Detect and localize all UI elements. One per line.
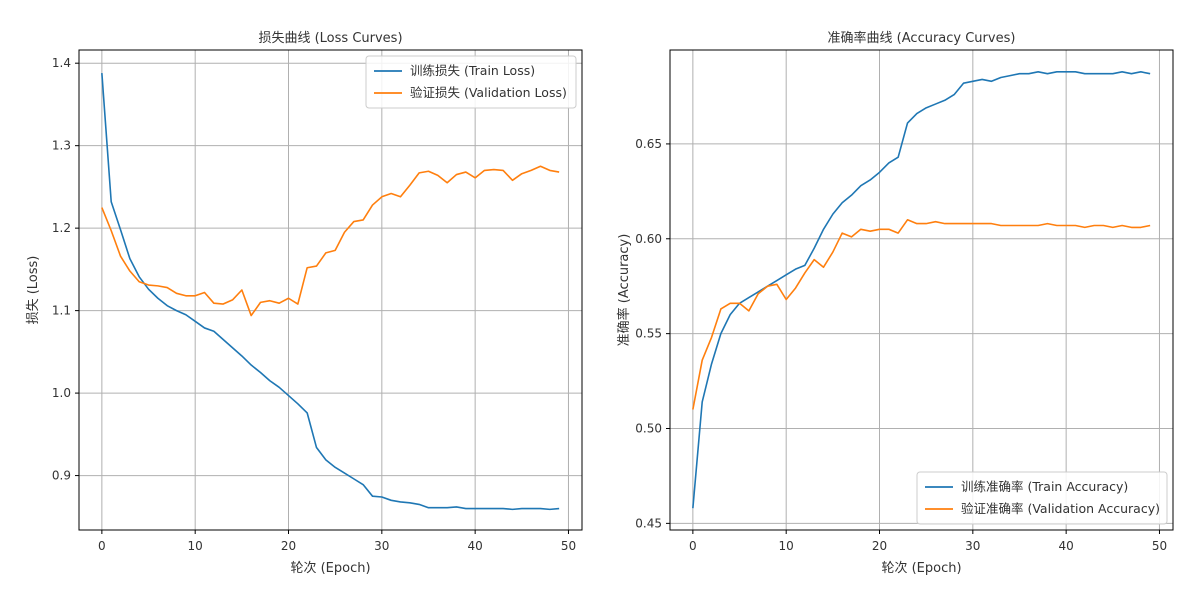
accuracy-x-tick-label: 20: [872, 539, 887, 553]
accuracy-curves-panel: 0 10 20 30 40 50 0.45 0.50 0.55 0.60 0.65 准确率曲线 (A…: [616, 30, 1174, 576]
loss-legend-box: [365, 55, 577, 109]
loss-legend-label-train: 训练损失 (Train Loss): [410, 63, 535, 78]
loss-curves-panel: 0 10 20 30 40 50 0.9 1.0 1.1 1.2 1.3 1.4 损失曲线 (Loss…: [26, 31, 583, 576]
accuracy-series: [692, 71, 1151, 509]
loss-series-line-validation: [101, 165, 560, 317]
accuracy-grid: [670, 50, 1173, 530]
accuracy-x-tick-label: 50: [1152, 539, 1167, 553]
accuracy-plot-frame: [669, 49, 1174, 531]
accuracy-y-tick-label: 0.50: [635, 421, 662, 435]
accuracy-y-tick-label: 0.45: [635, 516, 662, 530]
accuracy-y-tick-label: 0.55: [635, 327, 662, 341]
loss-x-tick-label: 30: [374, 539, 389, 553]
accuracy-legend: 训练准确率 (Train Accuracy) 验证准确率 (Validation …: [916, 471, 1168, 525]
loss-series-line-train: [101, 73, 560, 511]
accuracy-y-tick-label: 0.65: [635, 137, 662, 151]
loss-y-tick-label: 1.3: [52, 139, 71, 153]
loss-x-tick-label: 40: [468, 539, 483, 553]
accuracy-x-tick-label: 40: [1059, 539, 1074, 553]
accuracy-legend-label-train: 训练准确率 (Train Accuracy): [961, 479, 1128, 494]
loss-y-tick-label: 0.9: [52, 469, 71, 483]
loss-x-tick-label: 0: [98, 539, 106, 553]
accuracy-y-axis-label: 准确率 (Accuracy): [616, 234, 632, 347]
loss-x-tick-label: 20: [281, 539, 296, 553]
loss-y-tick-label: 1.2: [52, 221, 71, 235]
accuracy-axis-ticks: 0 10 20 30 40 50 0.45 0.50 0.55 0.60 0.65: [635, 137, 1167, 553]
accuracy-x-tick-label: 0: [689, 539, 697, 553]
accuracy-legend-box: [916, 471, 1168, 525]
loss-grid: [79, 50, 582, 530]
accuracy-chart-title: 准确率曲线 (Accuracy Curves): [828, 30, 1016, 46]
loss-x-axis-label: 轮次 (Epoch): [290, 560, 370, 576]
loss-plot-frame: [78, 49, 583, 531]
loss-x-tick-label: 50: [561, 539, 576, 553]
loss-axis-ticks: 0 10 20 30 40 50 0.9 1.0 1.1 1.2 1.3 1.4: [52, 56, 576, 553]
loss-y-tick-label: 1.0: [52, 386, 71, 400]
accuracy-legend-label-validation: 验证准确率 (Validation Accuracy): [961, 501, 1160, 516]
loss-y-tick-label: 1.4: [52, 56, 71, 70]
accuracy-x-tick-label: 10: [779, 539, 794, 553]
loss-chart-title: 损失曲线 (Loss Curves): [258, 31, 402, 46]
loss-legend: 训练损失 (Train Loss) 验证损失 (Validation Loss): [365, 55, 577, 109]
accuracy-x-axis-label: 轮次 (Epoch): [881, 560, 961, 576]
accuracy-x-tick-label: 30: [965, 539, 980, 553]
loss-legend-label-validation: 验证损失 (Validation Loss): [410, 85, 567, 100]
loss-series: [101, 73, 560, 511]
loss-y-tick-label: 1.1: [52, 304, 71, 318]
loss-x-tick-label: 10: [188, 539, 203, 553]
accuracy-series-line-validation: [692, 219, 1151, 410]
loss-y-axis-label: 损失 (Loss): [26, 256, 41, 325]
accuracy-y-tick-label: 0.60: [635, 232, 662, 246]
